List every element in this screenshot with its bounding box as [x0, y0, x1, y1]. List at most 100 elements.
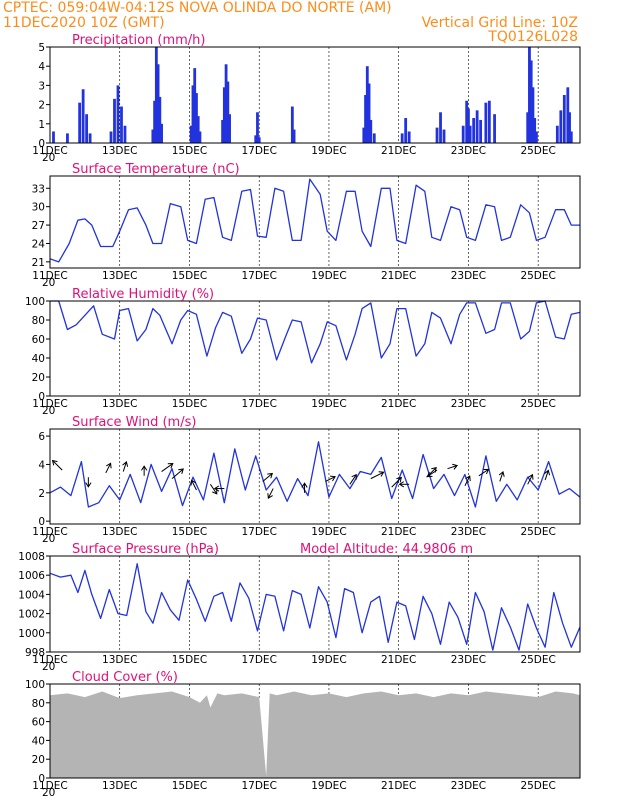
wind-arrow-shaft: [544, 470, 549, 481]
wind-arrow-shaft: [52, 460, 63, 471]
precip-bar: [85, 114, 89, 143]
precip-bar: [569, 131, 573, 143]
precip-bar: [228, 114, 231, 143]
precip-bar: [191, 85, 195, 143]
wind-arrow-shaft: [349, 474, 357, 485]
y-tick-label: 0: [38, 138, 45, 150]
precip-bar: [531, 87, 535, 143]
x-tick-label: 17DEC: [241, 654, 276, 666]
y-tick-label: 0: [38, 391, 45, 403]
x-tick-label: 15DEC: [172, 270, 207, 282]
precip-bar: [364, 95, 367, 143]
surface_pressure-line: [49, 563, 581, 651]
wind-arrow-head: [167, 462, 174, 469]
precip-bar: [113, 98, 116, 143]
y-tick-label: 1000: [18, 628, 45, 640]
x-tick-overflow-label: 20: [42, 405, 55, 417]
precip-bar: [222, 87, 226, 143]
precipitation-panel: 11DEC 13DEC 15DEC 17DEC 19DEC 21DEC 23DEC 25DEC…: [32, 33, 581, 164]
precip-bar: [461, 125, 465, 143]
header-station-line: CPTEC: 059:04W-04:12S NOVA OLINDA DO NOR…: [3, 0, 392, 16]
x-tick-label: 23DEC: [451, 780, 486, 792]
wind-arrow-head: [544, 469, 551, 476]
precip-bar: [362, 127, 366, 143]
x-tick-label: 13DEC: [102, 654, 137, 666]
precip-bar: [487, 100, 491, 143]
wind-arrow-head: [426, 471, 433, 478]
header-date-line: 11DEC2020 10Z (GMT): [3, 15, 165, 31]
y-tick-label: 60: [32, 334, 45, 346]
panel-title: Precipitation (mm/h): [72, 33, 205, 48]
y-tick-label: 40: [32, 353, 45, 365]
y-tick-label: 1002: [18, 609, 45, 621]
x-tick-overflow-label: 20: [42, 277, 55, 289]
panel-title: Relative Humidity (%): [72, 287, 214, 302]
y-tick-label: 80: [32, 315, 45, 327]
x-tick-overflow-label: 20: [42, 533, 55, 545]
precip-bar: [465, 100, 469, 143]
x-tick-label: 13DEC: [102, 526, 137, 538]
precip-bar: [367, 83, 371, 143]
precip-bar: [555, 125, 559, 143]
x-tick-label: 23DEC: [451, 526, 486, 538]
x-tick-label: 25DEC: [520, 398, 555, 410]
wind-arrow-head: [122, 461, 129, 467]
x-tick-label: 25DEC: [520, 780, 555, 792]
x-tick-label: 19DEC: [311, 526, 346, 538]
panel-title: Cloud Cover (%): [72, 670, 178, 685]
y-tick-label: 20: [32, 754, 45, 766]
precip-bar: [66, 133, 69, 143]
x-tick-overflow-label: 20: [42, 152, 55, 164]
y-tick-label: 1006: [18, 570, 45, 582]
precip-bar: [78, 102, 82, 143]
wind-arrow-head: [212, 488, 218, 495]
x-tick-label: 21DEC: [381, 654, 416, 666]
x-tick-label: 15DEC: [172, 145, 207, 157]
wind-arrow-shaft: [427, 469, 438, 477]
precip-bar: [400, 133, 404, 143]
precip-bar: [198, 131, 202, 143]
x-tick-overflow-label: 20: [42, 787, 55, 799]
panel-frame: [49, 428, 581, 525]
relative_humidity-panel: 11DEC 13DEC 15DEC 17DEC 19DEC 21DEC 23DEC 25DEC…: [25, 287, 581, 417]
surface_pressure-panel: 11DEC 13DEC 15DEC 17DEC 19DEC 21DEC 23DEC 25DEC…: [18, 542, 581, 673]
x-tick-label: 15DEC: [172, 398, 207, 410]
precip-bar: [156, 64, 160, 143]
wind-arrow-head: [498, 470, 505, 477]
wind-arrow-shaft: [527, 474, 533, 485]
x-tick-label: 25DEC: [520, 270, 555, 282]
precip-bar: [568, 112, 571, 143]
wind-arrow-shaft: [191, 480, 197, 491]
wind-arrow-head: [141, 465, 148, 471]
panel-title: Surface Wind (m/s): [72, 415, 196, 430]
y-tick-label: 3: [38, 80, 45, 92]
y-tick-label: 60: [32, 717, 45, 729]
precip-bar: [475, 110, 479, 143]
wind-arrow-head: [85, 482, 92, 488]
x-tick-label: 11DEC: [32, 654, 67, 666]
precip-bar: [493, 114, 496, 143]
wind-arrow-head: [106, 462, 112, 469]
wind-arrow-head: [267, 472, 274, 479]
x-tick-label: 21DEC: [381, 145, 416, 157]
wind-arrow-head: [213, 485, 220, 492]
precip-bar: [154, 47, 158, 143]
wind-arrow-head: [301, 482, 308, 488]
precip-bar: [116, 85, 120, 143]
precip-bar: [81, 89, 85, 143]
precip-bar: [120, 106, 123, 143]
wind-arrow-shaft: [171, 468, 184, 480]
x-tick-label: 21DEC: [381, 270, 416, 282]
wind-arrow-head: [452, 463, 458, 470]
y-tick-label: 0: [38, 773, 45, 785]
precip-bar: [479, 119, 483, 143]
wind-arrow-head: [51, 459, 58, 466]
x-tick-label: 11DEC: [32, 526, 67, 538]
x-tick-label: 17DEC: [241, 780, 276, 792]
precip-bar: [226, 81, 230, 143]
precip-bar: [484, 102, 488, 143]
x-tick-overflow-label: 20: [42, 661, 55, 673]
surface_temperature-panel: 11DEC 13DEC 15DEC 17DEC 19DEC 21DEC 23DEC 25DEC…: [32, 162, 581, 289]
precip-bar: [52, 131, 55, 143]
